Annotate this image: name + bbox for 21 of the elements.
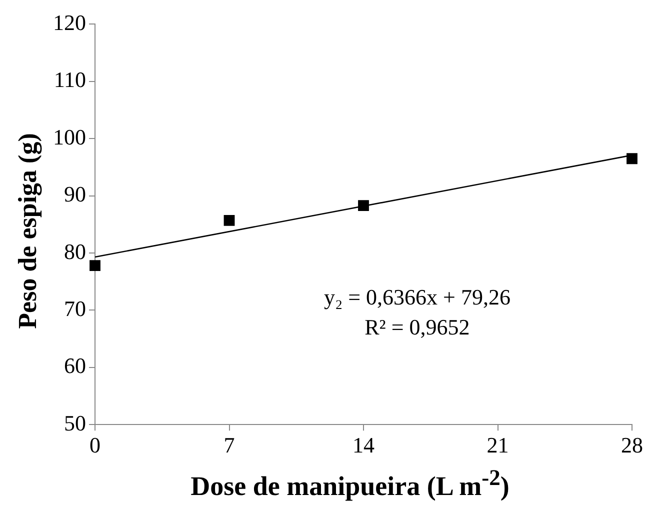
y-tick-label: 70	[64, 296, 86, 321]
point	[224, 214, 235, 226]
y-tick-label: 110	[54, 67, 86, 92]
x-tick-label: 0	[90, 432, 100, 458]
y-tick-label: 80	[64, 238, 86, 264]
x-tick-label: 21	[486, 432, 509, 458]
y-tick-label: 50	[64, 410, 86, 436]
x-tick-label: 7	[224, 432, 235, 458]
y-tick-label: 120	[53, 10, 86, 35]
x-tick-label: 14	[352, 432, 374, 458]
annotation: y₂ = 0,6366x + 79,26	[324, 284, 510, 310]
y-tick-label: 60	[64, 353, 86, 378]
annotation: R² = 0,9652	[364, 314, 470, 340]
y-tick-label: 100	[53, 124, 86, 150]
x-axis-title: Dose de manipueira (L m$^{-2}$)	[190, 465, 510, 502]
point	[90, 260, 100, 272]
point	[358, 200, 369, 211]
y-axis-title: Peso de espiga (g)	[13, 132, 43, 328]
point	[626, 153, 638, 164]
y-tick-label: 90	[64, 182, 86, 207]
x-tick-label: 28	[621, 432, 643, 458]
